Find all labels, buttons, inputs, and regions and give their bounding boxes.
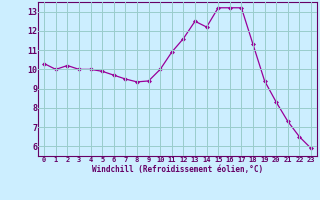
X-axis label: Windchill (Refroidissement éolien,°C): Windchill (Refroidissement éolien,°C) [92,165,263,174]
